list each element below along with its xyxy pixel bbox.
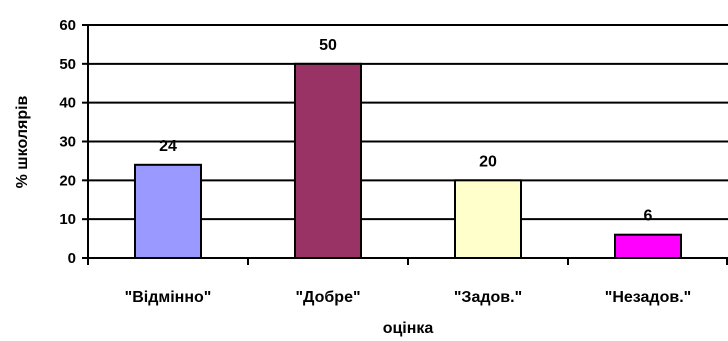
data-label-3: 20 [479,153,497,170]
x-category-label-3: "Задов." [454,289,522,306]
bar-3 [454,179,522,259]
y-tick-label-60: 60 [59,17,76,34]
bar-1 [134,163,202,259]
y-tick-label-10: 10 [59,211,76,228]
data-label-2: 50 [319,37,337,54]
x-category-label-1: "Відмінно" [125,289,212,306]
x-axis-title: оцінка [383,320,434,337]
bar-4 [614,233,682,259]
data-label-1: 24 [159,138,177,155]
bars [134,62,682,260]
y-tick-label-50: 50 [59,56,76,73]
data-labels: 24 50 20 6 [159,37,652,225]
bar-2 [294,62,362,260]
y-tick-label-40: 40 [59,95,76,112]
y-axis-title: % школярів [14,95,31,188]
y-tick-label-30: 30 [59,134,76,151]
x-category-label-2: "Добре" [295,289,360,306]
axes [82,24,728,265]
x-category-labels: "Відмінно" "Добре" "Задов." "Незадов." [125,289,692,306]
data-label-4: 6 [644,208,653,225]
y-tick-label-0: 0 [68,250,76,267]
x-category-label-4: "Незадов." [605,289,691,306]
y-tick-labels: 0 10 20 30 40 50 60 [59,17,76,267]
y-tick-label-20: 20 [59,172,76,189]
